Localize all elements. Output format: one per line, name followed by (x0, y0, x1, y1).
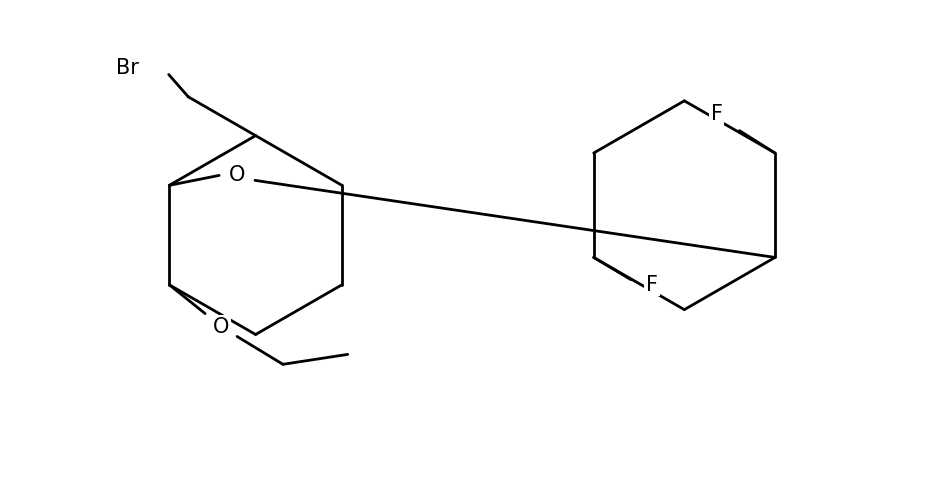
Text: O: O (213, 317, 230, 337)
Text: F: F (711, 104, 723, 124)
Text: O: O (229, 166, 246, 185)
Text: Br: Br (116, 57, 139, 77)
Text: F: F (646, 275, 658, 295)
